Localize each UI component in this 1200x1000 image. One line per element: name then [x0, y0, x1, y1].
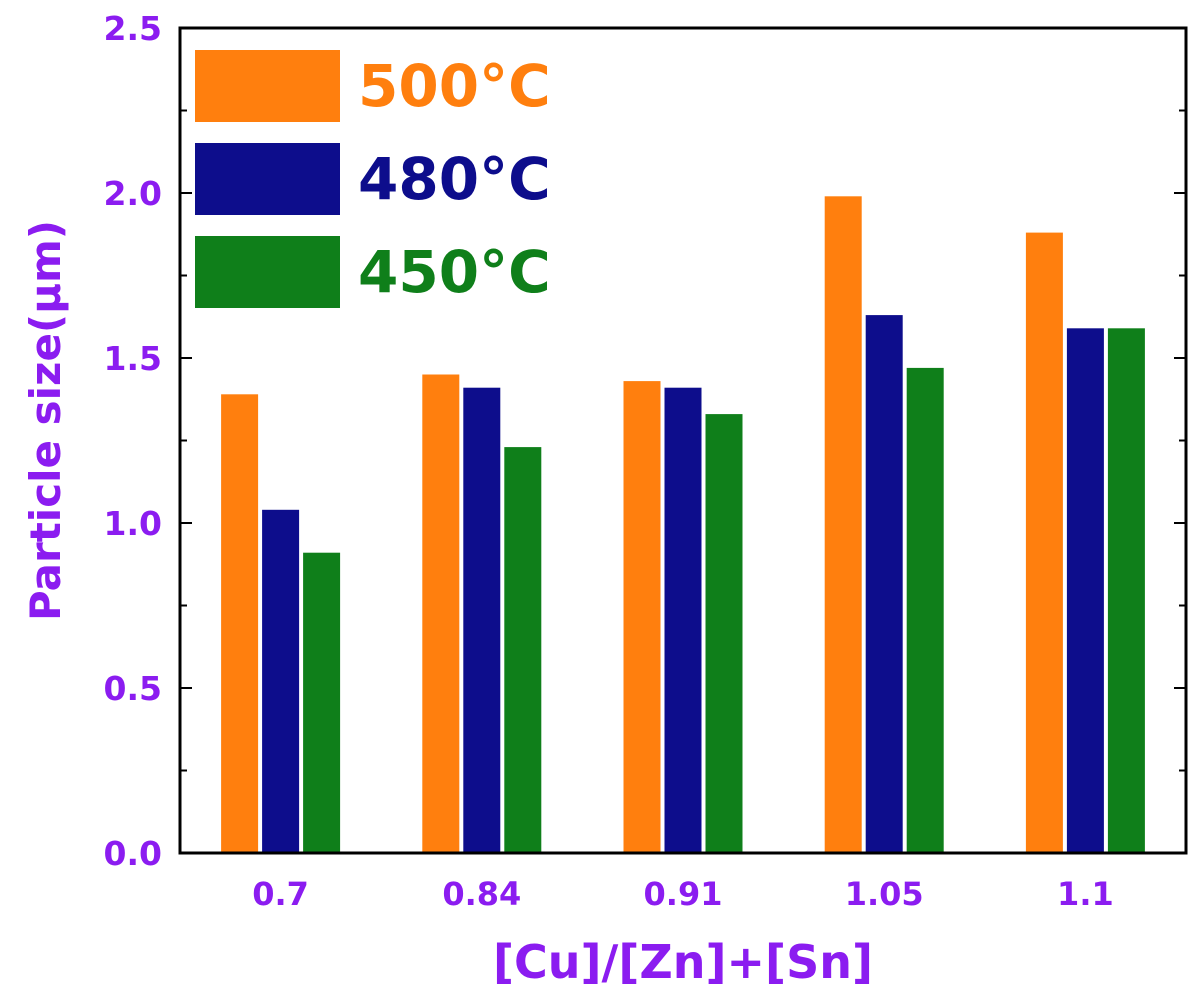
x-tick-label: 1.1	[1057, 875, 1114, 913]
bar-480C-1.1	[1066, 328, 1104, 853]
bar-450C-1.05	[906, 367, 944, 853]
bar-500C-0.91	[623, 381, 661, 853]
bar-480C-0.91	[664, 387, 702, 853]
legend-swatch	[195, 50, 340, 122]
y-tick-label: 2.0	[104, 174, 162, 213]
x-axis-title: [Cu]/[Zn]+[Sn]	[493, 935, 873, 989]
legend: 500°C 480°C 450°C	[195, 50, 551, 308]
y-tick-label: 2.5	[104, 9, 162, 48]
bars-group	[221, 196, 1145, 854]
bar-480C-0.7	[262, 509, 300, 853]
bar-500C-0.84	[422, 374, 460, 853]
legend-label: 500°C	[358, 52, 551, 120]
x-tick-label: 0.84	[442, 875, 521, 913]
x-tick-label: 0.91	[644, 875, 723, 913]
bar-500C-1.1	[1025, 232, 1063, 854]
bar-500C-0.7	[221, 394, 259, 853]
bar-450C-0.91	[705, 414, 743, 853]
x-tick-label: 0.7	[252, 875, 309, 913]
y-axis-title: Particle size(μm)	[21, 220, 70, 621]
plot-frame	[178, 26, 1188, 855]
y-tick-label: 1.0	[104, 504, 162, 543]
x-tick-labels: 0.7 0.84 0.91 1.05 1.1	[252, 875, 1113, 913]
y-tick-label: 0.5	[104, 669, 162, 708]
y-tick-label: 1.5	[104, 339, 162, 378]
bar-480C-0.84	[463, 387, 501, 853]
bar-450C-1.1	[1107, 328, 1145, 853]
bar-450C-0.7	[303, 552, 341, 853]
legend-swatch	[195, 143, 340, 215]
legend-label: 450°C	[358, 238, 551, 306]
x-tick-label: 1.05	[845, 875, 924, 913]
y-tick-label: 0.0	[104, 834, 162, 873]
y-tick-labels: 0.0 0.5 1.0 1.5 2.0 2.5	[104, 9, 162, 873]
bar-480C-1.05	[865, 315, 903, 854]
bar-450C-0.84	[504, 447, 542, 853]
bar-500C-1.05	[824, 196, 862, 854]
legend-swatch	[195, 236, 340, 308]
legend-label: 480°C	[358, 145, 551, 213]
